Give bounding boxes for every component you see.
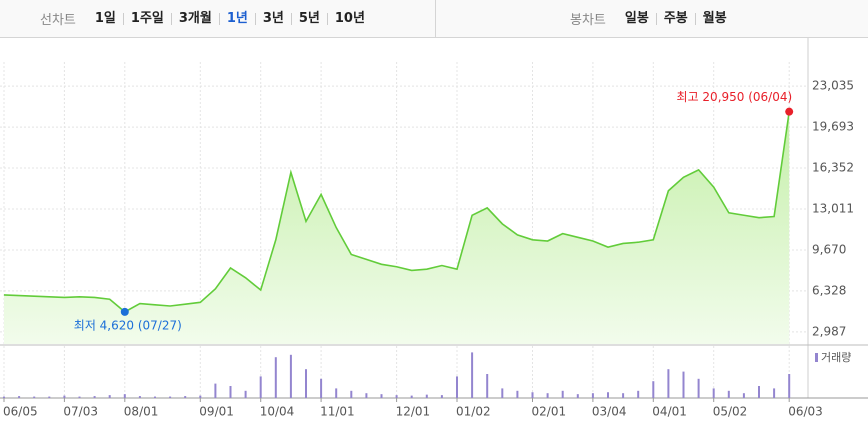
volume-bar — [63, 395, 66, 398]
tab-option[interactable]: 월봉 — [694, 12, 734, 25]
tab-option[interactable]: 1년 — [218, 12, 255, 25]
extreme-marker — [785, 107, 794, 116]
x-tick-label: 07/03 — [63, 405, 98, 419]
volume-bar — [184, 396, 187, 398]
tab-option[interactable]: 5년 — [290, 12, 327, 25]
period-bar: 선차트 1일 1주일 3개월 1년 3년 5년 10년 봉차트 일봉 주봉 월봉 — [0, 0, 868, 38]
tab-option[interactable]: 1주일 — [122, 12, 171, 25]
volume-bar — [561, 390, 564, 398]
volume-bar — [727, 390, 730, 398]
legend-label: 거래량 — [821, 351, 851, 364]
volume-bar — [18, 396, 21, 398]
tab-option[interactable]: 10년 — [326, 12, 372, 25]
volume-bar — [652, 381, 655, 398]
y-tick-label: 16,352 — [812, 161, 854, 175]
x-tick-label: 06/03 — [788, 405, 823, 419]
x-tick-label: 05/02 — [713, 405, 748, 419]
volume-bar — [274, 357, 277, 398]
y-tick-label: 2,987 — [812, 324, 846, 338]
volume-bar — [742, 393, 745, 398]
tab-option[interactable]: 일봉 — [624, 10, 649, 26]
annotation: 최고 20,950 (06/04) — [677, 90, 793, 104]
extreme-marker — [120, 307, 129, 316]
volume-bar — [93, 396, 96, 398]
volume-bar — [199, 395, 202, 398]
volume-bar — [48, 396, 51, 398]
volume-bar — [214, 383, 217, 398]
volume-bar — [410, 395, 413, 398]
volume-bar — [773, 388, 776, 398]
tab-option[interactable]: 주봉 — [655, 12, 695, 25]
volume-bar — [154, 396, 156, 398]
x-tick-label: 06/05 — [3, 405, 38, 419]
x-tick-label: 08/01 — [124, 405, 159, 419]
volume-bar — [259, 376, 262, 398]
volume-bar — [305, 369, 307, 398]
volume-bar — [3, 396, 5, 398]
x-tick-label: 10/04 — [260, 405, 295, 419]
volume-bar — [138, 396, 141, 398]
volume-bar — [486, 374, 489, 398]
group-label: 봉차트 — [570, 13, 606, 28]
tab-option[interactable]: 3개월 — [170, 12, 219, 25]
volume-bar — [516, 390, 519, 398]
volume-bar — [622, 393, 625, 398]
volume-bar — [456, 376, 458, 398]
volume-bar — [380, 394, 383, 398]
group-label: 선차트 — [40, 13, 76, 28]
volume-bar — [712, 388, 715, 398]
tab-option[interactable]: 1일 — [94, 10, 116, 26]
volume-bar — [169, 396, 172, 398]
y-tick-label: 13,011 — [812, 201, 854, 215]
x-tick-label: 03/04 — [592, 405, 627, 419]
x-tick-label: 04/01 — [652, 405, 687, 419]
volume-bar — [229, 386, 232, 398]
volume-bar — [576, 394, 579, 398]
volume-bar — [501, 388, 504, 398]
y-tick-label: 19,693 — [812, 120, 854, 134]
candle-chart-tabs: 봉차트 일봉 주봉 월봉 — [570, 0, 734, 37]
line-chart-tabs: 선차트 1일 1주일 3개월 1년 3년 5년 10년 — [40, 0, 372, 37]
x-tick-label: 01/02 — [456, 405, 491, 419]
volume-bar — [395, 395, 398, 398]
volume-bar — [788, 374, 791, 398]
annotation: 최저 4,620 (07/27) — [74, 318, 182, 332]
volume-bar — [758, 386, 760, 398]
volume-bar — [546, 393, 549, 398]
volume-bar — [637, 390, 640, 398]
y-tick-label: 6,328 — [812, 283, 846, 297]
volume-bar — [33, 396, 36, 398]
volume-bar — [123, 394, 126, 398]
price-line — [3, 111, 790, 313]
divider — [435, 0, 436, 37]
volume-bar — [78, 396, 81, 398]
volume-bar — [289, 354, 292, 398]
volume-bar — [471, 352, 474, 398]
tab-option[interactable]: 3년 — [254, 12, 291, 25]
legend-swatch — [815, 353, 818, 362]
x-tick-label: 02/01 — [532, 405, 567, 419]
volume-bar — [682, 371, 685, 398]
x-tick-label: 11/01 — [320, 405, 355, 419]
volume-bar — [667, 369, 670, 398]
volume-bar — [607, 392, 609, 398]
x-tick-label: 12/01 — [396, 405, 431, 419]
x-tick-label: 09/01 — [199, 405, 234, 419]
volume-bar — [697, 378, 700, 398]
volume-bar — [425, 394, 428, 398]
volume-bar — [365, 393, 368, 398]
volume-bar — [244, 390, 247, 398]
volume-bar — [591, 393, 594, 398]
volume-bar — [320, 378, 323, 398]
volume-bar — [531, 392, 534, 398]
area-fill — [4, 111, 790, 344]
volume-bar — [440, 395, 443, 398]
volume-bar — [335, 388, 338, 398]
y-tick-label: 23,035 — [812, 79, 854, 93]
volume-bar — [108, 395, 111, 398]
volume-bar — [350, 390, 353, 398]
y-tick-label: 9,670 — [812, 242, 846, 256]
